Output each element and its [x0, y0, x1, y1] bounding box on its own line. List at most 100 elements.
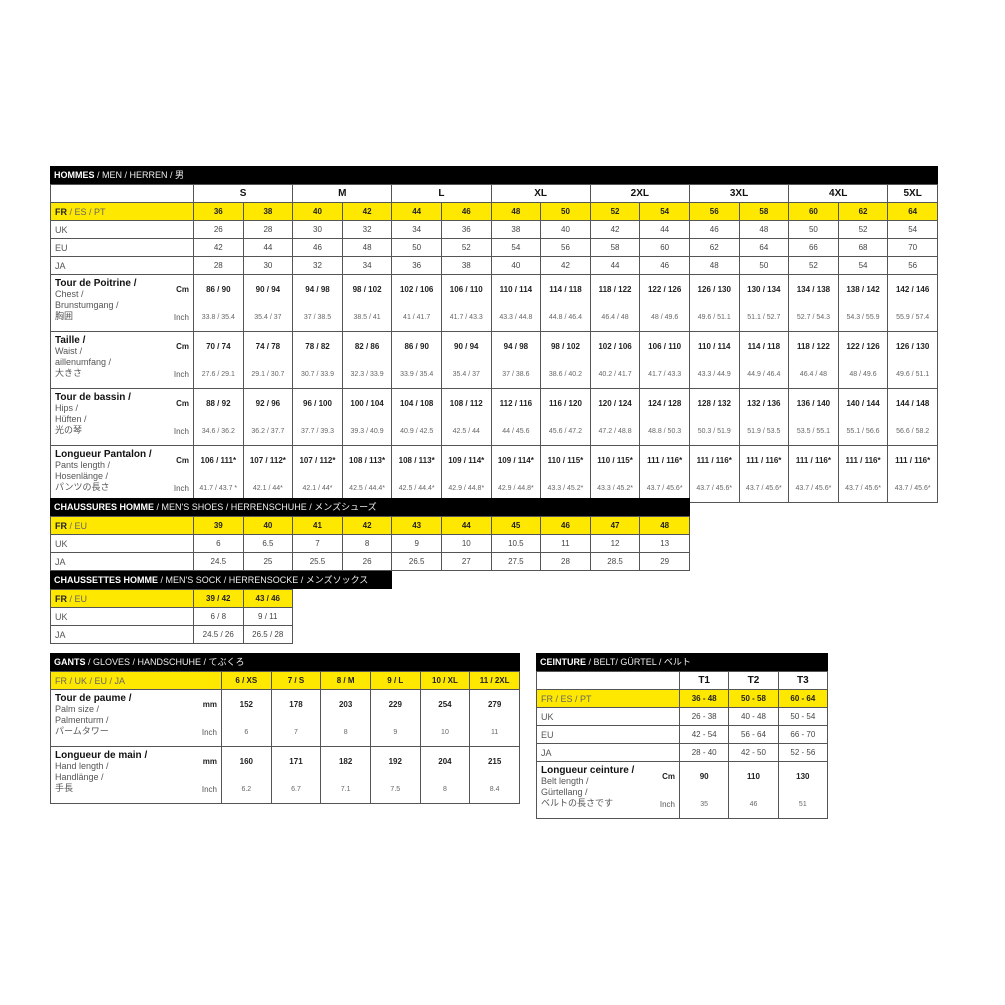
size-cell: 52	[788, 256, 839, 275]
belt-size-table: CEINTURE / BELT/ GÜRTEL / ベルト T1 T2 T3 FR / …	[536, 653, 829, 819]
row-label-bold: FR	[55, 520, 67, 531]
size-group: S	[192, 184, 294, 203]
size-cell: 46	[540, 516, 591, 535]
size-cell: 48	[738, 220, 790, 239]
size-cell: 44	[589, 256, 641, 275]
measure-name: Gürtellang /	[541, 787, 588, 797]
measure-value: 94 / 98	[305, 285, 330, 294]
measure-value-inch: 41.7 / 43.3	[449, 314, 483, 321]
size-group: XL	[490, 184, 591, 203]
fr-size-row: FR / ES / PT 36 - 48 50 - 58 60 - 64	[536, 689, 829, 708]
table-row: EU 42 - 54 56 - 64 66 - 70	[536, 725, 829, 744]
size-cell: 38	[440, 256, 492, 275]
measure-value: 118 / 122	[796, 342, 830, 351]
size-cell: 36	[391, 256, 442, 275]
size-cell: 40	[292, 202, 343, 221]
size-group: T1	[678, 671, 730, 690]
measure-name: Belt length /	[541, 776, 589, 786]
size-cell: 40	[540, 220, 591, 239]
measure-value-inch: 35.4 / 37	[452, 371, 480, 378]
measure-value-inch: 48 / 49.6	[651, 314, 679, 321]
size-cell: 44	[639, 220, 690, 239]
measure-value: 130 / 134	[747, 285, 781, 294]
size-cell: 50	[540, 202, 591, 221]
measure-value: 98 / 102	[352, 285, 382, 294]
measure-value: 106 / 111*	[200, 456, 237, 465]
size-cell: 68	[837, 238, 889, 257]
measure-value: 90 / 94	[255, 285, 281, 294]
size-cell: 54	[837, 256, 889, 275]
measure-value-inch: 32.3 / 33.9	[350, 371, 384, 378]
measure-name: Taille /	[55, 335, 86, 346]
size-cell: 46	[440, 202, 492, 221]
size-cell: 26 - 38	[678, 707, 730, 726]
measure-value: 111 / 116*	[647, 456, 683, 465]
unit-label: Inch	[173, 312, 189, 322]
size-cell: 42	[341, 516, 393, 535]
measure-value-inch: 44 / 45.6	[502, 428, 530, 435]
size-cell: 28.5	[589, 552, 641, 571]
size-cell: 56	[887, 256, 938, 275]
measure-value: 203	[338, 700, 353, 709]
gloves-size-table: GANTS / GLOVES / HANDSCHUHE / てぶくろ FR / U…	[50, 653, 520, 804]
size-group: T3	[777, 671, 829, 690]
measure-value: 178	[289, 700, 303, 709]
size-cell: 50 - 58	[728, 689, 779, 708]
measure-value-inch: 46.4 / 48	[601, 314, 629, 321]
measure-value: 124 / 128	[647, 399, 682, 408]
size-cell: 42 - 50	[728, 743, 779, 762]
table-row: JA 28 30 32 34 36 38 40 42 44 46 48 50 52 54 56	[50, 256, 938, 275]
unit-label: Inch	[659, 799, 675, 809]
size-cell: 41	[292, 516, 343, 535]
shoes-size-table: CHAUSSURES HOMME / MEN'S SHOES / HERRENS…	[50, 498, 690, 571]
measure-value-inch: 51	[798, 801, 807, 808]
size-cell: 28	[242, 220, 294, 239]
size-cell: 43	[391, 516, 442, 535]
size-cell: 42	[193, 238, 244, 257]
size-cell: 56	[688, 202, 740, 221]
size-cell: 24.5 / 26	[193, 625, 244, 644]
measure-value-inch: 7.5	[390, 786, 401, 793]
measure-value: 138 / 142	[846, 285, 880, 294]
measure-value: 110 / 114	[697, 342, 731, 351]
size-cell: 6 / XS	[221, 671, 272, 690]
size-cell: 30	[242, 256, 294, 275]
measure-value: 120 / 124	[598, 399, 632, 408]
size-cell: 43 / 46	[242, 589, 293, 608]
measure-value: 215	[487, 757, 502, 766]
size-cell: 44	[440, 516, 492, 535]
title-rest: / BELT/ GÜRTEL / ベルト	[588, 657, 691, 667]
measure-value-inch: 42.5 / 44.4*	[349, 485, 385, 492]
title-rest: / GLOVES / HANDSCHUHE / てぶくろ	[85, 657, 245, 667]
measure-value: 110 / 114	[499, 285, 533, 294]
measure-value-inch: 42.5 / 44.4*	[398, 485, 435, 492]
measure-name: 手長	[55, 783, 74, 793]
unit-label: mm	[202, 699, 217, 709]
measure-value: 90	[699, 772, 709, 781]
unit-label: Cm	[176, 455, 189, 465]
size-cell: 27.5	[490, 552, 542, 571]
measure-value-inch: 48 / 49.6	[849, 371, 877, 378]
table-row: JA 28 - 40 42 - 50 52 - 56	[536, 743, 829, 762]
fr-size-row: FR / ES / PT 36 38 40 42 44 46 48 50 52 54 56 58 60 62…	[50, 202, 938, 221]
measure-name: aillenumfang /	[55, 357, 112, 367]
size-cell: 10	[440, 534, 492, 553]
size-cell: 46	[688, 220, 740, 239]
size-cell: 62	[688, 238, 740, 257]
size-cell: 66	[788, 238, 839, 257]
size-cell: 8 / M	[320, 671, 371, 690]
size-group: 2XL	[589, 184, 690, 203]
measurement-row: Longueur de main / Hand length / Handlänge…	[50, 746, 520, 804]
measure-value-inch: 41 / 41.7	[403, 314, 431, 321]
size-cell: 28 - 40	[678, 743, 730, 762]
measure-value: 171	[289, 757, 303, 766]
socks-size-table: CHAUSSETTES HOMME / MEN'S SOCK / HERRENS…	[50, 571, 392, 644]
measure-value-inch: 43.3 / 45.2*	[547, 485, 584, 492]
measure-value: 142 / 146	[895, 285, 930, 294]
size-cell: 36	[193, 202, 244, 221]
size-cell: 25	[242, 552, 294, 571]
size-cell: 38	[490, 220, 542, 239]
measure-value: 108 / 113*	[398, 456, 435, 465]
measure-value-inch: 33.9 / 35.4	[400, 371, 434, 378]
measure-value: 110	[747, 772, 760, 781]
